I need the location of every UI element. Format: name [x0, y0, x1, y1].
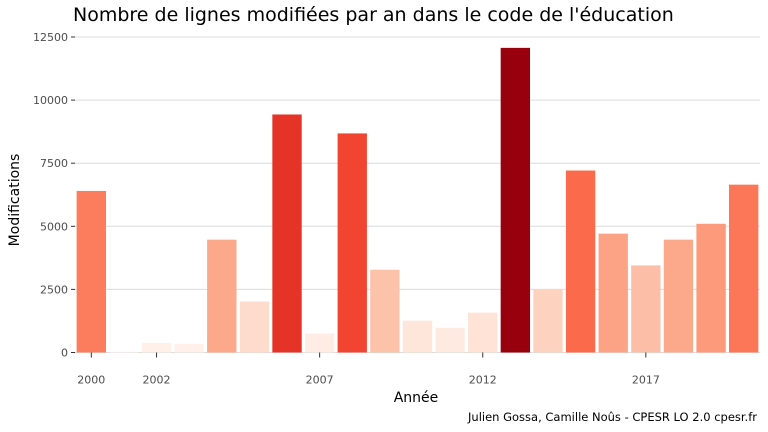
x-tick-label: 2000 — [77, 374, 105, 387]
x-tick-label: 2012 — [469, 374, 497, 387]
y-tick-label: 0 — [61, 347, 68, 360]
bar-2001 — [109, 351, 139, 353]
bar-2007 — [304, 333, 335, 353]
bar-2008 — [337, 133, 367, 353]
bar-2018 — [663, 239, 694, 353]
bars-layer — [76, 47, 759, 353]
chart-title: Nombre de lignes modifiées par an dans l… — [73, 4, 674, 26]
bar-2015 — [565, 170, 596, 353]
bar-2012 — [468, 312, 498, 353]
bar-2019 — [696, 223, 726, 353]
bar-2000 — [76, 190, 106, 353]
bar-2003 — [174, 343, 204, 353]
y-tick-label: 5000 — [40, 220, 68, 233]
y-tick-label: 2500 — [40, 283, 68, 296]
bar-2005 — [239, 301, 270, 353]
y-tick-label: 7500 — [40, 157, 68, 170]
bar-2017 — [631, 265, 661, 353]
y-ticks-layer: 0 2500 5000 7500 10000 12500 — [33, 31, 75, 360]
bar-2013 — [500, 47, 531, 353]
bar-2010 — [402, 320, 433, 353]
y-tick-label: 12500 — [33, 31, 68, 44]
chart-caption: Julien Gossa, Camille Noûs - CPESR LO 2.… — [467, 410, 757, 424]
x-axis-title: Année — [394, 390, 439, 406]
bar-2006 — [272, 114, 302, 353]
bar-2014 — [533, 288, 563, 353]
bar-2002 — [141, 342, 172, 353]
y-tick-label: 10000 — [33, 94, 68, 107]
y-axis-title: Modifications — [7, 154, 23, 247]
bar-2004 — [207, 239, 237, 353]
x-ticks-layer: 2000 2002 2007 2012 2017 — [77, 352, 660, 387]
x-tick-label: 2017 — [632, 374, 660, 387]
bar-2016 — [598, 233, 628, 353]
bar-2020 — [729, 184, 759, 353]
x-tick-label: 2007 — [306, 374, 334, 387]
bar-2009 — [370, 269, 400, 353]
bar-2011 — [435, 327, 465, 353]
x-tick-label: 2002 — [143, 374, 171, 387]
